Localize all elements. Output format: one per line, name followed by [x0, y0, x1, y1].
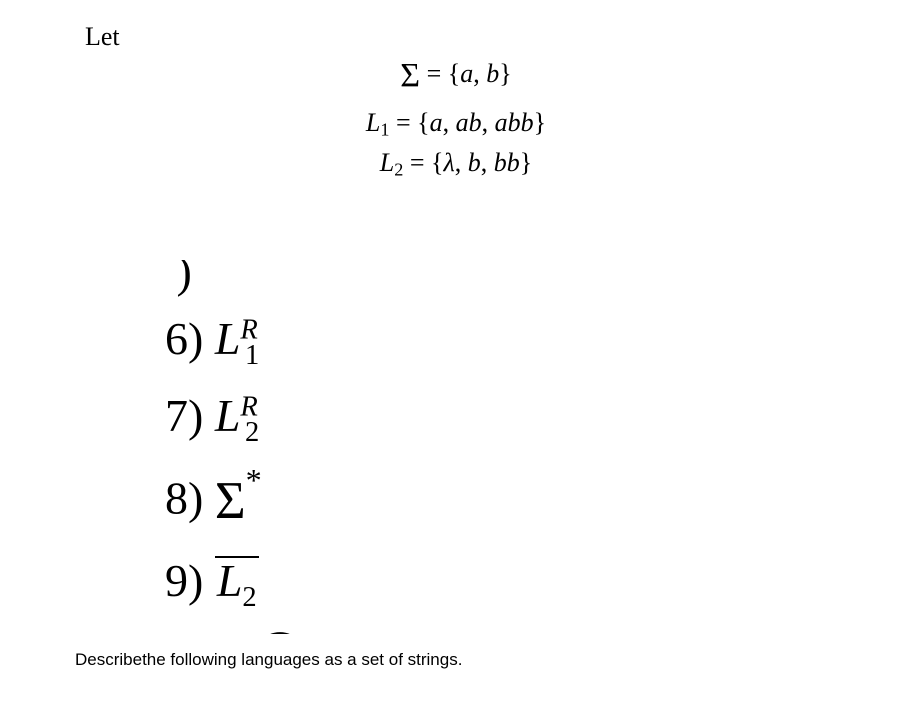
p7-L: L [215, 390, 241, 441]
comma: , [455, 148, 468, 177]
p8-star: * [246, 462, 262, 498]
problem-5-cutoff: ‿ ) ⎯ ⎯ ␷ [165, 260, 262, 298]
problem-6: 6) LR1 [165, 302, 262, 379]
comma: , [482, 108, 495, 137]
problem-7: 7) LR2 [165, 379, 262, 456]
elem-b: b [486, 59, 499, 88]
p8-num: 8) [165, 473, 215, 524]
brace-open: { [431, 148, 443, 177]
instruction-text: Describethe following languages as a set… [75, 650, 462, 670]
l2-sub: 2 [394, 160, 403, 180]
equals: = [420, 59, 448, 88]
def-l1: L1 = {a, ab, abb} [0, 103, 912, 144]
elem-a: a [460, 59, 473, 88]
brace-open: { [448, 59, 460, 88]
p9-sub: 2 [242, 582, 256, 613]
def-sigma: Σ = {a, b} [0, 50, 912, 103]
p8-sigma: Σ [215, 472, 246, 530]
p6-L: L [215, 313, 241, 364]
p6-num: 6) [165, 313, 215, 364]
p6-sub: 1 [245, 340, 259, 371]
problem-9: 9) L2 [165, 544, 262, 618]
def-l2: L2 = {λ, b, bb} [0, 143, 912, 184]
l1-L: L [366, 108, 380, 137]
brace-close: } [534, 108, 546, 137]
elem-bb: bb [494, 148, 520, 177]
problem-8: 8) Σ* [165, 455, 262, 543]
elem-abb: abb [495, 108, 534, 137]
p9-num: 9) [165, 555, 215, 606]
brace-open: { [417, 108, 429, 137]
equals: = [403, 148, 431, 177]
elem-ab: ab [456, 108, 482, 137]
problem-10-cutoff: ⌒ [260, 620, 300, 634]
cutoff-glyphs: ‿ ) ⎯ ⎯ ␷ [165, 260, 226, 298]
problems-list: ‿ ) ⎯ ⎯ ␷ 6) LR1 7) LR2 8) Σ* 9) L2 [165, 260, 262, 617]
p7-num: 7) [165, 390, 215, 441]
l2-L: L [380, 148, 394, 177]
page-container: { "header": { "let": "Let" }, "defs": { … [0, 0, 912, 701]
elem-b: b [468, 148, 481, 177]
brace-close: } [499, 59, 511, 88]
elem-lambda: λ [443, 148, 454, 177]
elem-a: a [430, 108, 443, 137]
equals: = [389, 108, 417, 137]
brace-close: } [520, 148, 532, 177]
comma: , [443, 108, 456, 137]
comma: , [473, 59, 486, 88]
sigma-symbol: Σ [400, 50, 420, 103]
comma: , [481, 148, 494, 177]
p9-overline: L2 [215, 556, 259, 612]
let-label: Let [85, 22, 120, 52]
p9-L: L [217, 555, 243, 606]
definitions-block: Σ = {a, b} L1 = {a, ab, abb} L2 = {λ, b,… [0, 50, 912, 184]
p7-sub: 2 [245, 417, 259, 448]
